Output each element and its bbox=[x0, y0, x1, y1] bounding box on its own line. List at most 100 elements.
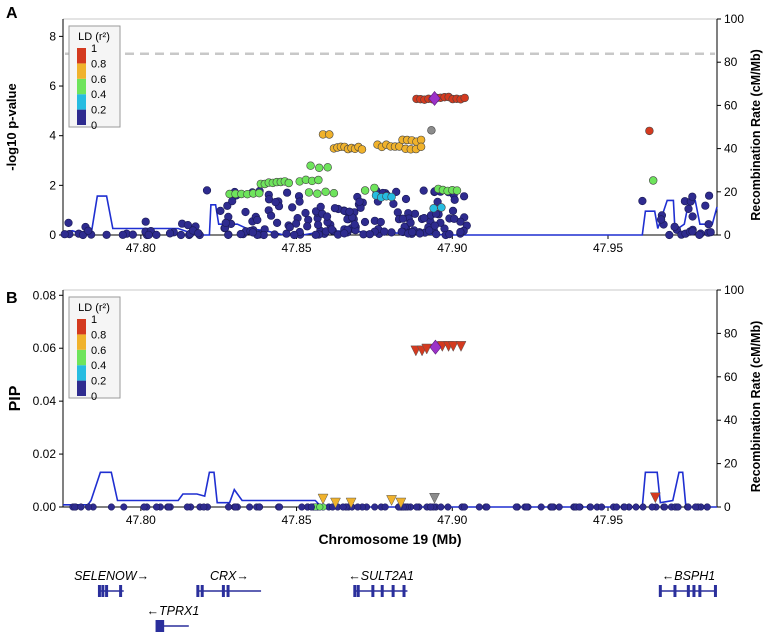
gene-exon bbox=[161, 620, 165, 632]
snp-point bbox=[398, 214, 407, 223]
b-x-tick-label: 47.95 bbox=[593, 513, 623, 527]
snp-point bbox=[376, 217, 385, 227]
snp-point bbox=[271, 198, 280, 207]
snp-point bbox=[645, 126, 654, 136]
gene-exon bbox=[698, 585, 702, 597]
gene-label: ←BSPH1 bbox=[662, 569, 716, 583]
snp-point bbox=[365, 230, 374, 239]
snp-point bbox=[128, 230, 137, 239]
snp-point bbox=[665, 230, 674, 240]
gene-label-arrow: ← bbox=[348, 569, 361, 583]
snp-point bbox=[314, 175, 323, 185]
a-y2-tick-label: 0 bbox=[724, 228, 731, 242]
gene-label: ←TPRX1 bbox=[147, 604, 200, 618]
snp-point bbox=[704, 191, 714, 200]
snp-point bbox=[401, 194, 411, 204]
gene-exon bbox=[119, 585, 123, 597]
gene-label: ←SULT2A1 bbox=[348, 569, 414, 583]
a-y-tick-label: 0 bbox=[49, 228, 56, 242]
snp-point bbox=[255, 189, 264, 198]
gene-exon bbox=[692, 585, 696, 597]
snp-point bbox=[354, 503, 362, 511]
snp-point bbox=[437, 503, 445, 511]
b-legend-label: 0.4 bbox=[91, 360, 106, 372]
panel-a-letter: A bbox=[6, 5, 18, 22]
snp-point bbox=[282, 229, 291, 238]
a-y-axis-title: -log10 p-value bbox=[4, 83, 19, 170]
snp-point bbox=[176, 230, 186, 240]
b-legend-label: 1 bbox=[91, 314, 97, 326]
b-legend-color-band bbox=[77, 319, 86, 335]
a-y-tick-label: 6 bbox=[49, 79, 56, 93]
gene-exon bbox=[221, 585, 225, 597]
snp-point bbox=[523, 503, 531, 511]
gene-label-arrow: → bbox=[236, 569, 249, 583]
credible-snp-triangle bbox=[455, 341, 467, 352]
snp-point bbox=[460, 503, 469, 511]
gene-label-arrow: ← bbox=[662, 569, 675, 583]
a-x-tick-label: 47.90 bbox=[437, 241, 467, 255]
snp-point bbox=[183, 503, 191, 511]
snp-point bbox=[248, 228, 257, 237]
a-y2-axis-title: Recombination Rate (cM/Mb) bbox=[749, 49, 763, 221]
snp-point bbox=[327, 225, 336, 234]
snp-point bbox=[512, 503, 520, 511]
snp-point bbox=[60, 230, 69, 239]
snp-point bbox=[77, 503, 85, 511]
snp-point bbox=[152, 230, 161, 239]
snp-point bbox=[648, 503, 656, 511]
snp-point bbox=[202, 186, 212, 195]
snp-point bbox=[450, 195, 459, 204]
snp-point bbox=[223, 201, 232, 210]
snp-point bbox=[315, 163, 324, 173]
a-ld-legend: LD (r²)1 0.8 0.6 0.4 0.2 0 bbox=[68, 25, 121, 132]
gene-exon bbox=[380, 585, 384, 597]
snp-point bbox=[298, 503, 306, 511]
snp-point bbox=[575, 503, 583, 511]
credible-snp-triangle bbox=[317, 493, 329, 505]
gene-crx: CRX→ bbox=[196, 569, 262, 597]
snp-point bbox=[255, 503, 263, 511]
snp-point bbox=[307, 503, 315, 511]
snp-point bbox=[704, 220, 713, 229]
a-x-tick-label: 47.85 bbox=[282, 241, 312, 255]
b-y-tick-label: 0.06 bbox=[33, 341, 57, 355]
snp-point bbox=[701, 201, 710, 210]
a-y2-tick-label: 80 bbox=[724, 55, 738, 69]
gene-exon bbox=[391, 585, 395, 597]
snp-point bbox=[429, 204, 438, 213]
snp-point bbox=[236, 230, 245, 239]
snp-point bbox=[688, 227, 697, 236]
snp-point bbox=[246, 503, 254, 511]
snp-point bbox=[688, 212, 697, 221]
a-legend-label: 0.4 bbox=[91, 89, 106, 101]
snp-point bbox=[387, 192, 396, 202]
gene-exon bbox=[658, 585, 662, 597]
snp-point bbox=[152, 503, 161, 511]
snp-point bbox=[415, 229, 425, 238]
snp-point bbox=[425, 226, 434, 235]
gene-exon bbox=[157, 620, 161, 632]
snp-point bbox=[316, 202, 325, 211]
snp-point bbox=[691, 503, 700, 511]
snp-point bbox=[241, 207, 250, 217]
snp-point bbox=[620, 503, 629, 511]
snp-point bbox=[387, 228, 396, 237]
gene-exon bbox=[200, 585, 204, 597]
snp-point bbox=[456, 227, 465, 237]
a-y2-tick-label: 60 bbox=[724, 98, 738, 112]
snp-point bbox=[703, 503, 711, 511]
snp-point bbox=[419, 186, 428, 195]
b-legend-title: LD (r²) bbox=[78, 302, 110, 314]
b-legend-color-band bbox=[77, 349, 86, 366]
gene-bsph1: ←BSPH1 bbox=[658, 569, 717, 597]
b-y-axis-title: PIP bbox=[7, 385, 24, 411]
snp-point bbox=[445, 230, 454, 239]
b-x-tick-label: 47.85 bbox=[282, 513, 312, 527]
gene-label-name: TPRX1 bbox=[159, 604, 199, 618]
snp-point bbox=[360, 186, 370, 195]
a-legend-color-band bbox=[77, 78, 86, 95]
snp-point bbox=[587, 503, 595, 511]
